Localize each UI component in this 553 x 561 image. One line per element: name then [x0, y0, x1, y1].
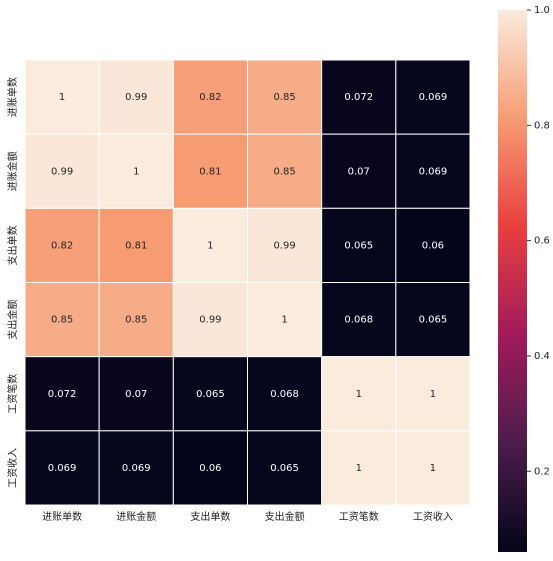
cell-label: 1 — [356, 389, 362, 400]
cell-label: 0.072 — [344, 92, 373, 103]
heatmap-cell — [395, 207, 471, 283]
cell-label: 0.069 — [419, 166, 448, 177]
y-tick-label: 工资收入 — [6, 448, 19, 488]
heatmap-cell — [321, 207, 397, 283]
y-tick-label: 进账单数 — [6, 77, 19, 117]
cell-label: 0.82 — [51, 240, 73, 251]
heatmap-cell — [24, 430, 100, 506]
x-tick-label: 工资收入 — [413, 510, 453, 523]
cell-label: 0.81 — [199, 166, 221, 177]
heatmap-cell — [98, 282, 174, 358]
x-tick-label: 进账单数 — [42, 510, 82, 523]
cell-label: 0.069 — [419, 92, 448, 103]
x-tick-label: 工资笔数 — [339, 510, 379, 523]
cell-label: 1 — [356, 463, 362, 474]
heatmap-cell — [321, 356, 397, 432]
cell-label: 0.85 — [125, 315, 147, 326]
cell-label: 1 — [207, 240, 213, 251]
heatmap-cell — [247, 59, 323, 135]
cell-label: 1 — [133, 166, 139, 177]
cell-label: 1 — [430, 389, 436, 400]
heatmap-cell — [321, 430, 397, 506]
cell-label: 0.06 — [199, 463, 221, 474]
colorbar-tick-label: 1.0 — [534, 5, 550, 16]
cell-label: 0.99 — [273, 240, 295, 251]
cell-label: 0.065 — [270, 463, 299, 474]
heatmap-cell — [321, 59, 397, 135]
cell-label: 0.065 — [196, 389, 225, 400]
cell-label: 0.82 — [199, 92, 221, 103]
cell-label: 1 — [59, 92, 65, 103]
heatmap-cell — [321, 282, 397, 358]
cell-label: 0.85 — [51, 315, 73, 326]
cell-label: 0.81 — [125, 240, 147, 251]
cell-label: 0.07 — [348, 166, 370, 177]
cell-label: 0.85 — [273, 92, 295, 103]
cell-label: 0.069 — [122, 463, 151, 474]
heatmap-cell — [172, 356, 248, 432]
colorbar-tick-label: 0.6 — [534, 236, 550, 247]
heatmap-cell — [395, 59, 471, 135]
heatmap-cell — [172, 282, 248, 358]
cell-label: 0.99 — [125, 92, 147, 103]
y-tick-label: 工资笔数 — [6, 374, 19, 414]
x-tick-label: 进账金额 — [116, 510, 156, 523]
heatmap-cell — [98, 207, 174, 283]
heatmap-cell — [24, 356, 100, 432]
heatmap-cell — [247, 356, 323, 432]
heatmap-cell — [395, 430, 471, 506]
colorbar-tick-label: 0.2 — [534, 466, 550, 477]
cell-label: 0.85 — [273, 166, 295, 177]
cell-label: 0.072 — [48, 389, 77, 400]
heatmap-cell — [395, 133, 471, 209]
cell-label: 0.99 — [199, 315, 221, 326]
cell-label: 1 — [430, 463, 436, 474]
heatmap-cell — [247, 207, 323, 283]
cell-label: 0.07 — [125, 389, 147, 400]
x-tick-label: 支出单数 — [190, 510, 230, 523]
heatmap-cell — [395, 282, 471, 358]
heatmap-cell — [24, 59, 100, 135]
colorbar-tick-label: 0.8 — [534, 120, 550, 131]
heatmap-cell — [247, 133, 323, 209]
cell-label: 0.065 — [419, 315, 448, 326]
cell-label: 1 — [281, 315, 287, 326]
cell-label: 0.069 — [48, 463, 77, 474]
heatmap-cell — [247, 430, 323, 506]
colorbar-tick-label: 0.4 — [534, 351, 550, 362]
cell-label: 0.068 — [270, 389, 299, 400]
heatmap-cell — [24, 282, 100, 358]
y-tick-label: 进账金额 — [6, 151, 19, 191]
heatmap-cell — [172, 59, 248, 135]
cell-label: 0.068 — [344, 315, 373, 326]
y-tick-label: 支出单数 — [6, 225, 19, 265]
cell-label: 0.065 — [344, 240, 373, 251]
heatmap-cell — [98, 59, 174, 135]
x-tick-label: 支出金额 — [265, 510, 305, 523]
heatmap-cell — [395, 356, 471, 432]
heatmap-cell — [247, 282, 323, 358]
heatmap-cell — [24, 207, 100, 283]
y-tick-label: 支出金额 — [6, 300, 19, 340]
cell-label: 0.06 — [422, 240, 444, 251]
cell-label: 0.99 — [51, 166, 73, 177]
heatmap-cell — [98, 133, 174, 209]
colorbar — [498, 10, 527, 552]
